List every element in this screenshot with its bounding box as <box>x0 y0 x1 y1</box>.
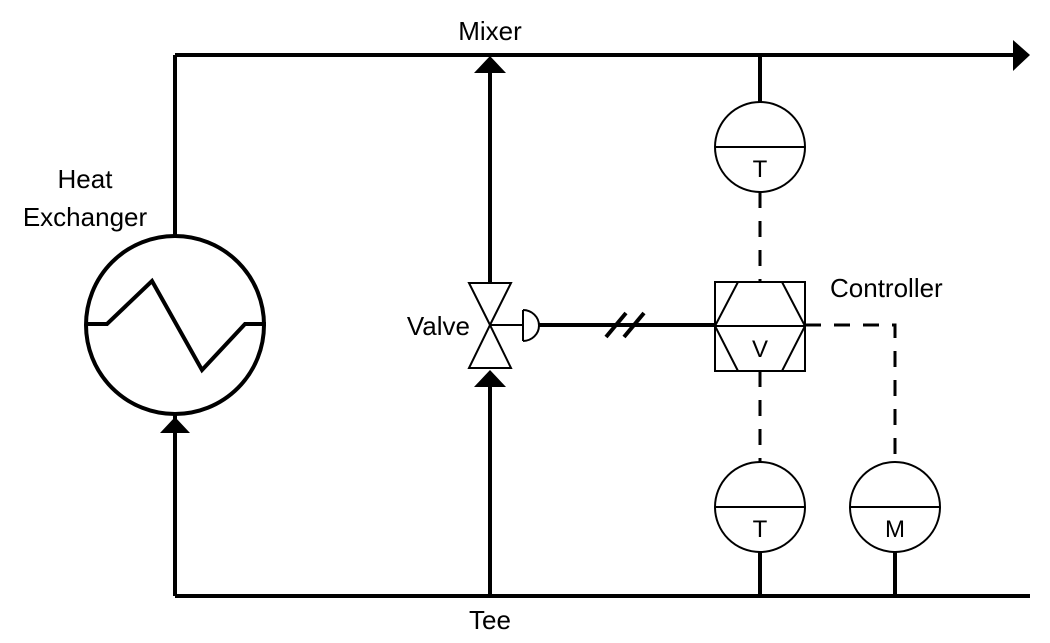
mixer-label: Mixer <box>458 16 522 46</box>
outlet-arrow-head <box>1013 40 1030 71</box>
actuator-dome <box>522 309 540 342</box>
bottom-temperature-instrument: T <box>714 461 806 553</box>
signal-hash-2 <box>622 311 646 339</box>
tee-label: Tee <box>469 605 511 635</box>
flow-meter-instrument: M <box>849 461 941 553</box>
top-temp-tag: T <box>753 156 768 183</box>
heat-exchanger-coil <box>86 277 266 374</box>
control-valve <box>467 282 540 369</box>
heat-exchanger-symbol <box>84 234 266 416</box>
top-temperature-instrument: T <box>714 101 806 193</box>
flow-meter-signal <box>805 323 897 462</box>
flow-meter-tag: M <box>885 516 905 543</box>
controller-label: Controller <box>830 273 943 303</box>
mixer-arrow <box>474 56 506 73</box>
valve-label: Valve <box>407 311 470 341</box>
valve-body-top <box>467 282 513 328</box>
controller-symbol: V <box>713 281 807 372</box>
signal-hash-1 <box>604 311 628 339</box>
controller-tag: V <box>752 336 768 363</box>
valve-body-bottom <box>467 322 513 369</box>
heat-exchanger-label-1: Heat <box>58 164 114 194</box>
bottom-temp-tag: T <box>753 516 768 543</box>
process-lines <box>160 40 1030 598</box>
heat-exchanger-label-2: Exchanger <box>23 202 148 232</box>
signal-line-valve <box>539 311 715 339</box>
instrument-connections <box>758 55 897 596</box>
valve-inlet-arrow <box>474 370 506 387</box>
hx-inlet-arrow <box>160 417 190 433</box>
